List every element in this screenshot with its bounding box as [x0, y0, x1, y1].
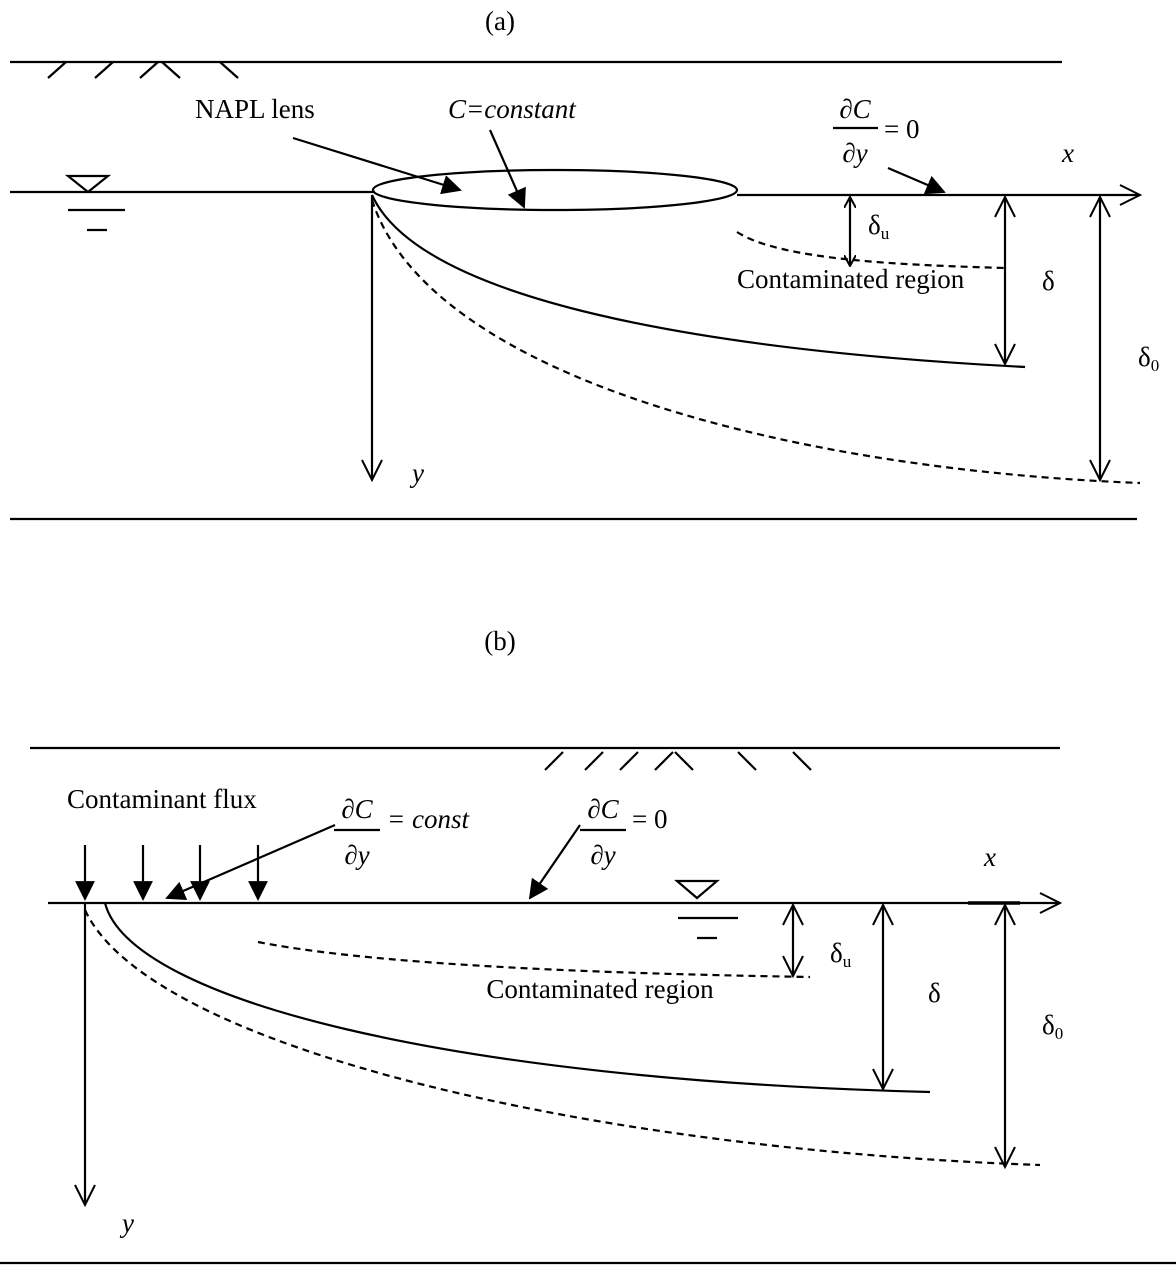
symbol: δ: [868, 210, 881, 240]
condition-rhs: = 0: [632, 804, 667, 834]
delta-u-label: δu: [868, 210, 890, 243]
y-label: y: [409, 458, 424, 488]
denominator: ∂y: [590, 840, 615, 870]
y-label: y: [119, 1208, 134, 1238]
napl-lens: [373, 170, 737, 210]
hatching: [545, 752, 811, 770]
symbol: δ: [1138, 342, 1151, 372]
subscript: u: [843, 952, 852, 971]
denominator: ∂y: [344, 840, 369, 870]
panel-b: (b) Contaminant flux ∂C ∂y = const ∂C ∂y…: [0, 626, 1176, 1263]
pointer: [167, 825, 335, 898]
delta-label: δ: [928, 978, 941, 1008]
outer-boundary: [85, 910, 1040, 1165]
delta-u-label: δu: [830, 938, 852, 971]
flux-arrows: [85, 845, 258, 899]
lens-condition: C=constant: [448, 94, 577, 124]
pointer: [530, 825, 580, 898]
condition-rhs: = 0: [884, 114, 919, 144]
water-table-symbol: [68, 176, 125, 230]
numerator: ∂C: [839, 94, 871, 124]
subscript: 0: [1055, 1024, 1064, 1043]
panel-label: (a): [485, 6, 515, 36]
pointer: [490, 130, 524, 207]
pointer: [293, 138, 460, 190]
subscript: u: [881, 224, 890, 243]
pointer: [888, 168, 944, 192]
region-label: Contaminated region: [486, 974, 714, 1004]
delta-label: δ: [1042, 266, 1055, 296]
symbol: δ: [830, 938, 843, 968]
water-table-symbol: [677, 881, 738, 938]
panel-a: (a) NAPL lens C=constant ∂C ∂y = 0 x y δ…: [10, 6, 1159, 519]
symbol: δ: [1042, 1010, 1055, 1040]
delta-0-label: δ0: [1042, 1010, 1063, 1043]
x-label: x: [983, 842, 996, 872]
panel-label: (b): [484, 626, 515, 656]
lens-label: NAPL lens: [195, 94, 315, 124]
diagram: (a) NAPL lens C=constant ∂C ∂y = 0 x y δ…: [0, 0, 1176, 1266]
flux-label: Contaminant flux: [67, 784, 257, 814]
subscript: 0: [1151, 356, 1160, 375]
delta-0-label: δ0: [1138, 342, 1159, 375]
numerator: ∂C: [587, 794, 619, 824]
hatching: [48, 62, 238, 78]
x-label: x: [1061, 138, 1074, 168]
denominator: ∂y: [842, 138, 867, 168]
outer-boundary: [372, 200, 1140, 483]
inner-boundary: [258, 942, 810, 977]
condition-rhs: = const: [387, 804, 470, 834]
region-label: Contaminated region: [737, 264, 965, 294]
numerator: ∂C: [341, 794, 373, 824]
